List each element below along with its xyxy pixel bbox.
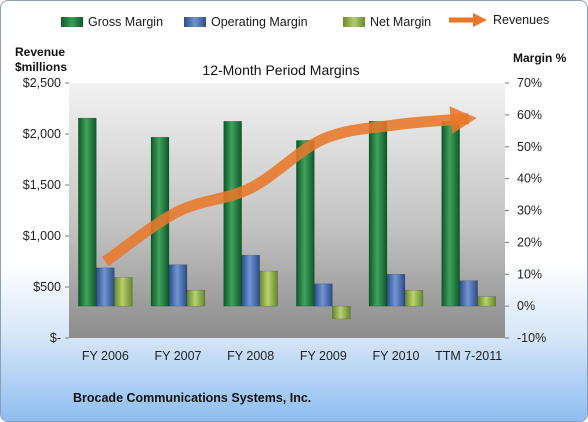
category-label: FY 2006 [82, 349, 129, 363]
right-tick-label: 10% [517, 267, 542, 281]
category-label: FY 2008 [227, 349, 274, 363]
gross-margin-bar [223, 121, 242, 307]
net-margin-bar [332, 305, 351, 320]
legend-net-margin: Net Margin [343, 15, 431, 29]
company-name: Brocade Communications Systems, Inc. [73, 391, 312, 405]
left-axis-title-line2: $millions [15, 60, 68, 74]
right-tick-label: 50% [517, 140, 542, 154]
revenue-line [102, 113, 470, 267]
gross-margin-bar [368, 121, 388, 307]
left-tick-label: $1,500 [23, 178, 61, 192]
gross-margin-bar [441, 121, 460, 307]
right-axis-title: Margin % [513, 51, 567, 65]
category-label: FY 2009 [300, 349, 347, 363]
operating-margin-bar [168, 264, 188, 307]
operating-margin-bar [96, 267, 115, 307]
left-axis-title-line1: Revenue [15, 45, 66, 59]
operating-margin-bar [386, 274, 406, 307]
legend-gross-label: Gross Margin [88, 15, 164, 29]
right-tick-label: 20% [517, 235, 542, 249]
right-tick-label: 0% [517, 299, 535, 313]
legend-operating-swatch [184, 17, 206, 27]
net-margin-bar [259, 270, 278, 307]
right-tick-label: 30% [517, 204, 542, 218]
right-tick-label: -10% [517, 331, 546, 345]
operating-margin-bar [314, 283, 333, 307]
revenue-series [102, 106, 477, 267]
left-tick-label: $500 [33, 280, 61, 294]
revenue-arrowhead [449, 106, 477, 135]
legend-revenues: Revenues [449, 13, 549, 27]
category-label: FY 2010 [372, 349, 419, 363]
net-margin-bar [404, 289, 424, 307]
legend-revenues-arrow-icon [449, 13, 487, 27]
category-label: TTM 7-2011 [435, 349, 502, 363]
net-margin-bar [186, 289, 206, 307]
category-axis: FY 2006 FY 2007 FY 2008 FY 2009 FY 2010 TTM 7… [82, 349, 502, 363]
right-axis: -10% 0% 10% 20% 30% 40% 50% 60% 70% [505, 76, 546, 345]
legend-revenues-label: Revenues [493, 13, 550, 27]
gross-margin-bar [296, 140, 315, 307]
legend-gross-swatch [61, 17, 83, 27]
right-tick-label: 40% [517, 172, 542, 186]
left-tick-label: $2,000 [23, 127, 61, 141]
legend-operating-margin: Operating Margin [184, 15, 308, 29]
bar-series [78, 117, 496, 320]
net-margin-bar [114, 277, 133, 307]
right-tick-label: 60% [517, 108, 542, 122]
gross-margin-bar [78, 117, 97, 307]
left-axis-title: Revenue $millions [15, 45, 67, 75]
legend-gross-margin: Gross Margin [61, 15, 163, 29]
net-margin-bar [477, 296, 496, 307]
category-label: FY 2007 [154, 349, 201, 363]
operating-margin-bar [241, 254, 260, 307]
operating-margin-bar [459, 280, 478, 307]
left-tick-label: $1,000 [23, 229, 61, 243]
left-tick-label: $2,500 [23, 76, 61, 90]
left-axis: $- $500 $1,000 $1,500 $2,000 $2,500 [23, 76, 69, 345]
left-tick-label: $- [50, 331, 61, 345]
legend-net-swatch [343, 17, 365, 27]
legend: Gross Margin Operating Margin Net Margin… [1, 13, 587, 35]
chart-title: 12-Month Period Margins [202, 62, 360, 78]
right-tick-label: 70% [517, 76, 542, 90]
legend-operating-label: Operating Margin [211, 15, 308, 29]
legend-net-label: Net Margin [370, 15, 432, 29]
